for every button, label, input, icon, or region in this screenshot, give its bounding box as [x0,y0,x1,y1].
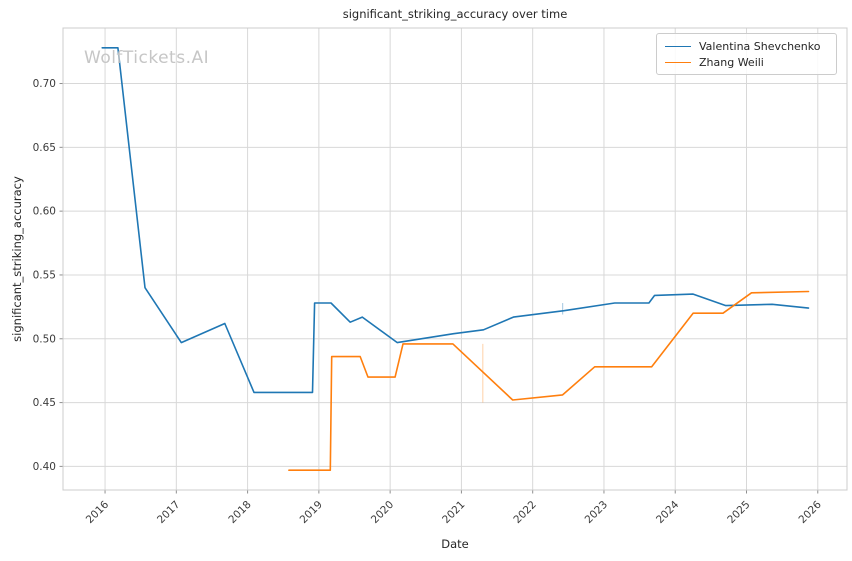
x-tick-label: 2026 [797,498,825,526]
legend-label-zhang: Zhang Weili [699,55,764,69]
x-tick-label: 2019 [298,499,325,526]
y-tick-label: 0.65 [33,142,56,154]
series-line-zhang [288,290,810,472]
x-tick-label: 2016 [84,498,112,526]
axes-spines [62,27,848,491]
y-tick-label: 0.40 [33,461,56,473]
legend-item-zhang: Zhang Weili [665,54,828,70]
x-tick-label: 2025 [725,499,752,526]
series-line-valentina [101,46,810,394]
legend-swatch-valentina-icon [665,45,691,47]
x-tick-label: 2024 [654,498,682,526]
legend-item-valentina: Valentina Shevchenko [665,38,828,54]
legend-swatch-zhang-icon [665,61,691,63]
legend-label-valentina: Valentina Shevchenko [699,39,821,53]
x-tick-label: 2022 [511,499,538,526]
x-tick-label: 2017 [155,499,182,526]
x-tick-label: 2018 [226,499,253,526]
x-tick-label: 2021 [440,499,467,526]
x-tick-label: 2020 [369,499,396,526]
legend: Valentina Shevchenko Zhang Weili [656,33,837,75]
y-tick-label: 0.70 [33,78,56,90]
y-tick-label: 0.45 [33,397,56,409]
plot-background [63,28,847,490]
x-tick-label: 2023 [583,499,610,526]
y-tick-label: 0.60 [33,206,56,218]
y-tick-label: 0.55 [33,269,56,281]
y-tick-label: 0.50 [33,333,56,345]
